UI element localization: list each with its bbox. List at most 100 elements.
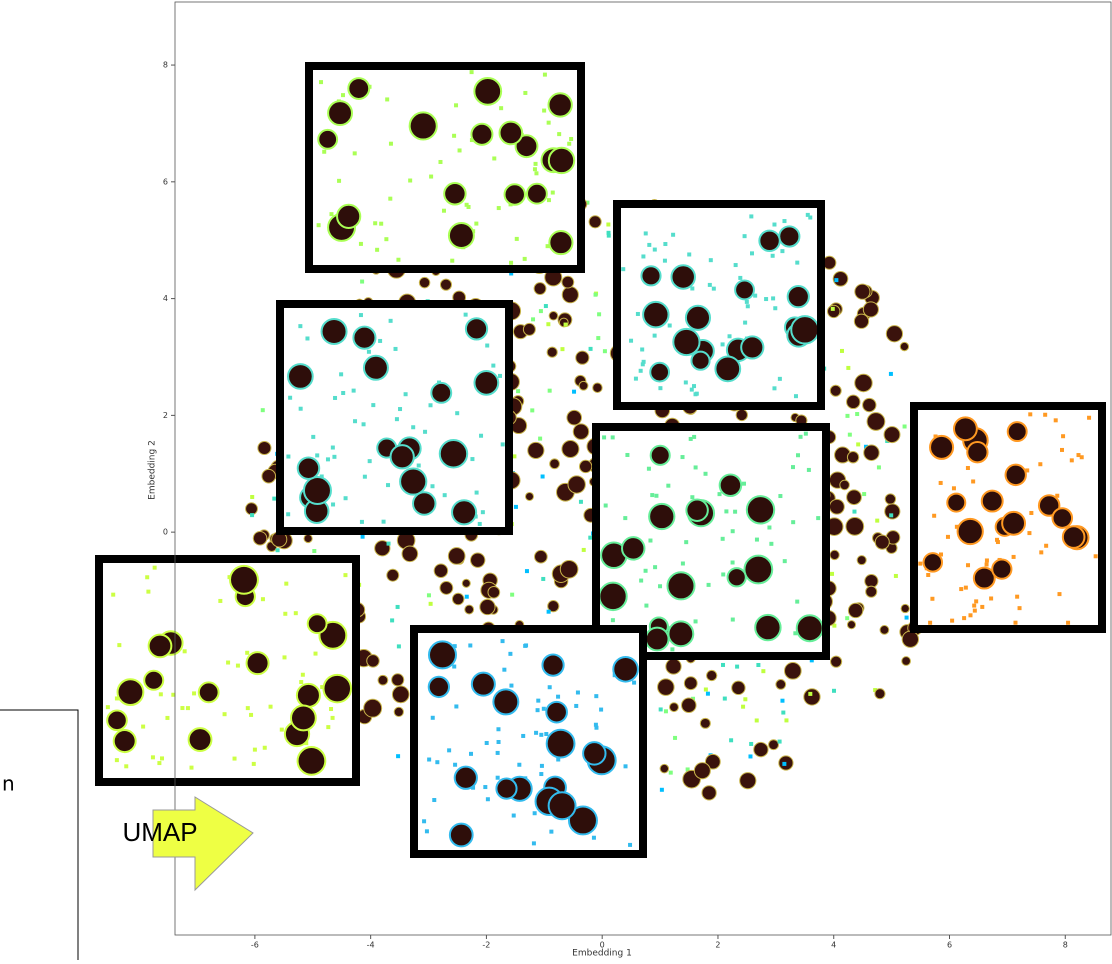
thumb — [1002, 512, 1025, 535]
speck — [542, 707, 546, 711]
speck — [603, 349, 607, 353]
speck — [781, 711, 785, 715]
speck — [889, 372, 893, 376]
speck — [964, 586, 968, 590]
speck — [417, 464, 421, 468]
thumb — [880, 626, 889, 635]
speck — [534, 731, 538, 735]
x-tick-label: -4 — [367, 941, 375, 950]
figure: Embedding 1 Embedding 2 n UMAP -6-4-2024… — [0, 0, 1112, 960]
speck — [729, 738, 733, 742]
speck — [592, 836, 596, 840]
speck — [343, 573, 347, 577]
thumb — [684, 677, 697, 690]
speck — [972, 604, 976, 608]
speck — [830, 572, 834, 576]
speck — [398, 407, 402, 411]
speck — [106, 705, 110, 709]
speck — [547, 121, 551, 125]
thumb — [444, 183, 465, 204]
speck — [985, 563, 989, 567]
thumb — [562, 287, 578, 303]
thumb — [367, 655, 379, 667]
thumb — [830, 550, 839, 559]
speck — [778, 740, 782, 744]
speck — [404, 392, 408, 396]
thumb — [740, 773, 756, 789]
thumb — [253, 531, 267, 545]
speck — [538, 437, 542, 441]
speck — [458, 148, 462, 152]
thumb — [864, 445, 879, 460]
speck — [427, 593, 431, 597]
speck — [337, 179, 341, 183]
speck — [539, 733, 543, 737]
thumb — [472, 673, 495, 696]
speck — [856, 442, 860, 446]
speck — [767, 526, 771, 530]
speck — [375, 248, 379, 252]
speck — [551, 191, 555, 195]
thumb — [847, 490, 862, 505]
speck — [516, 389, 520, 393]
thumb — [846, 517, 864, 535]
thumb — [930, 436, 953, 459]
speck — [160, 756, 164, 760]
speck — [664, 709, 668, 713]
speck — [159, 692, 163, 696]
thumb — [720, 474, 742, 496]
thumb — [947, 494, 965, 512]
speck — [341, 391, 345, 395]
speck — [438, 160, 442, 164]
speck — [319, 80, 323, 84]
speck — [360, 520, 364, 524]
speck — [623, 516, 627, 520]
speck — [905, 616, 909, 620]
speck — [654, 494, 658, 498]
speck — [694, 619, 698, 623]
thumb — [534, 283, 546, 295]
speck — [430, 484, 434, 488]
thumb — [400, 468, 426, 494]
speck — [498, 374, 502, 378]
speck — [387, 542, 391, 546]
speck — [1066, 621, 1070, 625]
speck — [298, 324, 302, 328]
speck — [326, 725, 330, 729]
speck — [799, 435, 803, 439]
thumb — [392, 674, 404, 686]
speck — [547, 198, 551, 202]
speck — [1080, 455, 1084, 459]
speck — [395, 417, 399, 421]
speck — [658, 386, 662, 390]
speck — [644, 231, 648, 235]
thumb — [686, 306, 710, 330]
speck — [501, 442, 505, 446]
y-tick-label: 6 — [163, 177, 168, 186]
thumb — [1052, 508, 1072, 528]
speck — [263, 746, 267, 750]
x-tick-label: -6 — [251, 941, 259, 950]
speck — [509, 261, 513, 265]
speck — [721, 663, 725, 667]
speck — [589, 347, 593, 351]
speck — [778, 494, 782, 498]
speck — [525, 569, 529, 573]
speck — [663, 242, 667, 246]
speck — [317, 223, 321, 227]
speck — [689, 437, 693, 441]
speck — [647, 467, 651, 471]
speck — [546, 322, 550, 326]
speck — [855, 412, 859, 416]
thumb — [755, 615, 780, 640]
speck — [486, 797, 490, 801]
thumb — [304, 477, 331, 504]
thumb — [651, 446, 670, 465]
speck — [634, 377, 638, 381]
thumb — [658, 679, 675, 696]
thumb — [867, 413, 885, 431]
speck — [501, 639, 505, 643]
speck — [396, 258, 400, 262]
speck — [218, 599, 222, 603]
thumb — [593, 383, 602, 392]
